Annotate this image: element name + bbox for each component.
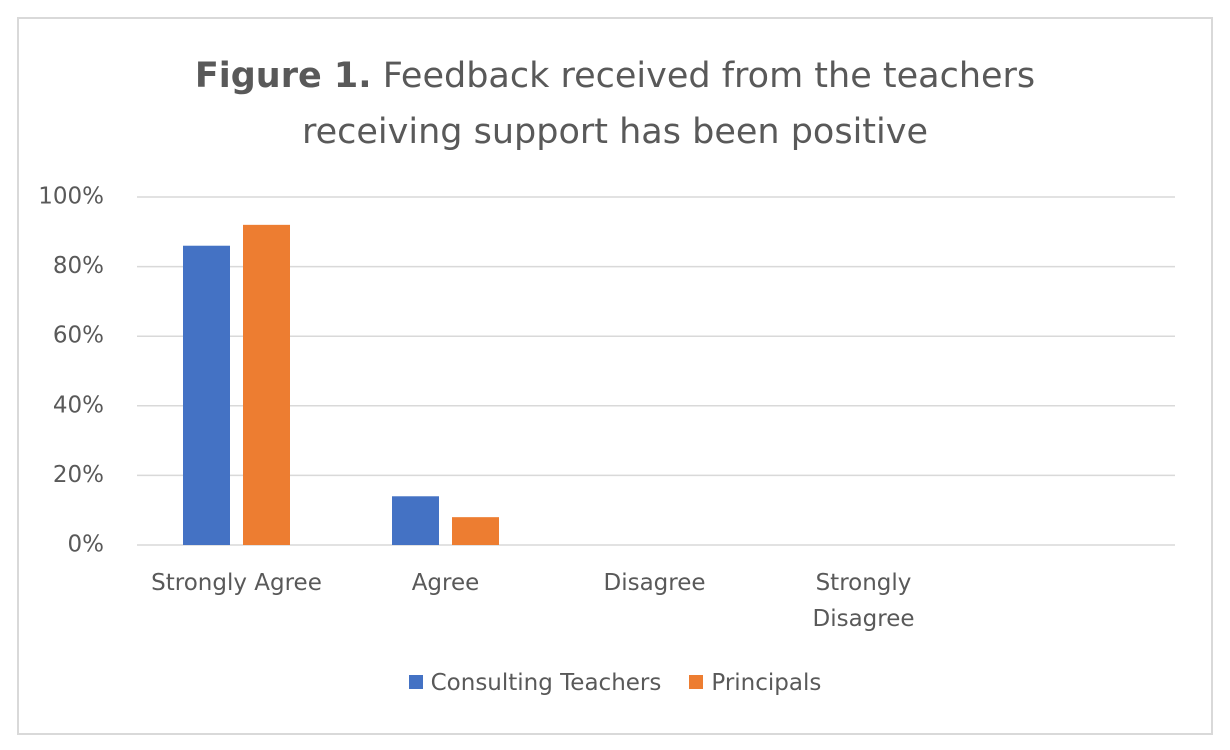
bar	[183, 245, 230, 545]
legend-swatch	[689, 675, 704, 689]
legend-label: Principals	[711, 670, 822, 696]
legend: Consulting Teachers Principals	[0, 670, 1230, 696]
x-tick-label: Disagree	[603, 570, 706, 596]
y-tick-label: 80%	[53, 253, 104, 279]
bar	[392, 496, 439, 545]
y-tick-label: 40%	[53, 392, 104, 418]
y-tick-label: 0%	[68, 532, 105, 558]
x-tick-label: Agree	[411, 570, 480, 596]
chart-border	[17, 17, 1213, 735]
x-tick-label: Strongly Agree	[151, 570, 322, 596]
title-text: Feedback received from the teachers rece…	[302, 56, 1036, 152]
bar	[452, 517, 499, 545]
legend-label: Consulting Teachers	[430, 670, 662, 696]
y-tick-label: 60%	[53, 323, 104, 349]
y-tick-label: 20%	[53, 462, 104, 488]
bar	[243, 224, 290, 545]
legend-item: Consulting Teachers	[408, 670, 662, 696]
title-number: Figure 1.	[194, 56, 372, 96]
x-tick-label: Strongly Disagree	[812, 570, 915, 632]
legend-swatch	[408, 675, 423, 689]
chart-title: Figure 1. Feedback received from the tea…	[150, 48, 1080, 160]
legend-item: Principals	[689, 670, 821, 696]
y-tick-label: 100%	[38, 184, 104, 210]
